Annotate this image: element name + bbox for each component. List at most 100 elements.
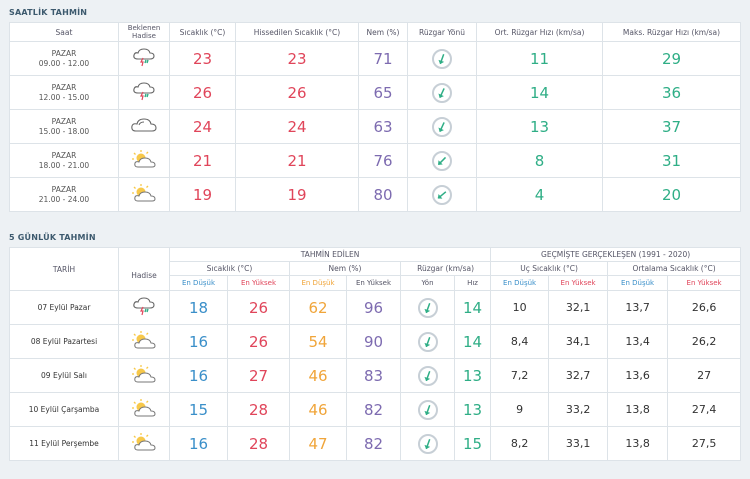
wind-max-value: 37 xyxy=(602,109,741,144)
temp-max-value: 26 xyxy=(227,324,290,359)
extreme-max-value: 33,1 xyxy=(548,426,609,461)
row-time-range: 18.00 - 21.00 xyxy=(38,160,90,170)
row-day: PAZAR xyxy=(51,116,77,126)
col-wind-max-header: Maks. Rüzgar Hızı (km/sa) xyxy=(602,22,741,42)
wind-avg-value: 11 xyxy=(476,41,603,76)
humidity-min-header: En Düşük xyxy=(289,275,347,291)
wind-avg-value: 8 xyxy=(476,143,603,178)
feels-value: 19 xyxy=(235,177,359,212)
temp-max-value: 26 xyxy=(227,290,290,325)
partly-cloudy-icon xyxy=(130,398,158,422)
row-time-range: 15.00 - 18.00 xyxy=(38,126,90,136)
row-time-range: 21.00 - 24.00 xyxy=(38,194,90,204)
wind-max-value: 20 xyxy=(602,177,741,212)
col-wind-header: Rüzgar (km/sa) xyxy=(399,261,492,276)
thunder-rain-icon xyxy=(131,296,157,320)
avg-min-value: 13,4 xyxy=(607,324,669,359)
temp-value: 19 xyxy=(169,177,236,212)
row-time-range: 12.00 - 15.00 xyxy=(38,92,90,102)
time-cell: PAZAR 09.00 - 12.00 xyxy=(9,41,119,76)
humidity-max-header: En Yüksek xyxy=(346,275,401,291)
cloud-icon xyxy=(130,116,158,138)
temp-value: 21 xyxy=(169,143,236,178)
col-date-header: TARİH xyxy=(9,247,119,291)
date-cell: 10 Eylül Çarşamba xyxy=(9,392,119,427)
wind-avg-value: 14 xyxy=(476,75,603,110)
wind-max-value: 36 xyxy=(602,75,741,110)
humidity-min-value: 46 xyxy=(289,392,347,427)
col-wind-dir-header: Rüzgar Yönü xyxy=(407,22,477,42)
col-avg-header: Ortalama Sıcaklık (°C) xyxy=(607,261,742,276)
temp-value: 26 xyxy=(169,75,236,110)
temp-max-value: 27 xyxy=(227,358,290,393)
time-cell: PAZAR 21.00 - 24.00 xyxy=(9,177,119,212)
wind-speed-value: 14 xyxy=(453,324,492,359)
humidity-max-value: 82 xyxy=(346,426,401,461)
col-wind-avg-header: Ort. Rüzgar Hızı (km/sa) xyxy=(476,22,603,42)
date-cell: 07 Eylül Pazar xyxy=(9,290,119,325)
avg-min-value: 13,6 xyxy=(607,358,669,393)
avg-min-value: 13,7 xyxy=(607,290,669,325)
daily-row: 10 Eylül Çarşamba 15 28 46 82 13 9 33,2 13,8 27,4 xyxy=(9,392,742,427)
col-extreme-header: Uç Sıcaklık (°C) xyxy=(490,261,609,276)
avg-min-value: 13,8 xyxy=(607,392,669,427)
wind-direction-icon xyxy=(417,365,438,386)
temp-min-value: 18 xyxy=(169,290,228,325)
time-cell: PAZAR 12.00 - 15.00 xyxy=(9,75,119,110)
feels-value: 21 xyxy=(235,143,359,178)
temp-min-value: 15 xyxy=(169,392,228,427)
wind-direction-icon xyxy=(432,150,452,171)
date-cell: 11 Eylül Perşembe xyxy=(9,426,119,461)
avg-max-value: 27,5 xyxy=(667,426,742,461)
wind-speed-value: 13 xyxy=(453,358,492,393)
temp-min-header: En Düşük xyxy=(169,275,228,291)
wind-direction-icon xyxy=(432,116,452,137)
row-day: PAZAR xyxy=(51,82,77,92)
feels-value: 24 xyxy=(235,109,359,144)
row-day: PAZAR xyxy=(51,184,77,194)
wind-direction-icon xyxy=(432,82,452,103)
partly-cloudy-icon xyxy=(130,364,158,388)
temp-min-value: 16 xyxy=(169,324,228,359)
avg-max-value: 26,2 xyxy=(667,324,742,359)
history-group-header: GEÇMİŞTE GERÇEKLEŞEN (1991 - 2020) xyxy=(490,247,742,262)
extreme-min-value: 10 xyxy=(490,290,550,325)
wind-dir-header: Yön xyxy=(400,275,455,291)
daily-forecast-table: TARİH TAHMİN EDİLEN GEÇMİŞTE GERÇEKLEŞEN… xyxy=(9,247,742,461)
forecast-group-header: TAHMİN EDİLEN xyxy=(168,247,492,262)
humidity-value: 76 xyxy=(358,143,408,178)
extreme-min-header: En Düşük xyxy=(490,275,550,291)
temp-max-header: En Yüksek xyxy=(227,275,290,291)
daily-row: 07 Eylül Pazar 18 26 62 96 14 10 32,1 13,7 26,6 xyxy=(9,290,742,325)
wind-direction-icon xyxy=(417,399,438,420)
partly-cloudy-icon xyxy=(130,149,158,173)
col-temp-header: Sıcaklık (°C) xyxy=(169,22,236,42)
humidity-value: 71 xyxy=(358,41,408,76)
avg-min-header: En Düşük xyxy=(607,275,669,291)
hourly-forecast-table: Saat Beklenen Hadise Sıcaklık (°C) Hisse… xyxy=(9,22,741,212)
feels-value: 23 xyxy=(235,41,359,76)
avg-max-value: 27 xyxy=(667,358,742,393)
wind-direction-icon xyxy=(417,297,438,318)
humidity-min-value: 47 xyxy=(289,426,347,461)
humidity-max-value: 82 xyxy=(346,392,401,427)
partly-cloudy-icon xyxy=(130,183,158,207)
wind-direction-icon xyxy=(417,433,438,454)
col-humidity-header: Nem (%) xyxy=(358,22,408,42)
avg-min-value: 13,8 xyxy=(607,426,669,461)
humidity-min-value: 62 xyxy=(289,290,347,325)
col-humidity-header: Nem (%) xyxy=(289,261,401,276)
extreme-max-value: 33,2 xyxy=(548,392,609,427)
humidity-max-value: 90 xyxy=(346,324,401,359)
extreme-max-value: 32,7 xyxy=(548,358,609,393)
col-time-header: Saat xyxy=(9,22,119,42)
humidity-min-value: 54 xyxy=(289,324,347,359)
wind-max-value: 31 xyxy=(602,143,741,178)
wind-direction-icon xyxy=(432,184,452,205)
wind-max-value: 29 xyxy=(602,41,741,76)
date-cell: 09 Eylül Salı xyxy=(9,358,119,393)
extreme-min-value: 8,2 xyxy=(490,426,550,461)
row-day: PAZAR xyxy=(51,150,77,160)
wind-speed-value: 15 xyxy=(453,426,492,461)
thunder-rain-icon xyxy=(131,81,157,105)
